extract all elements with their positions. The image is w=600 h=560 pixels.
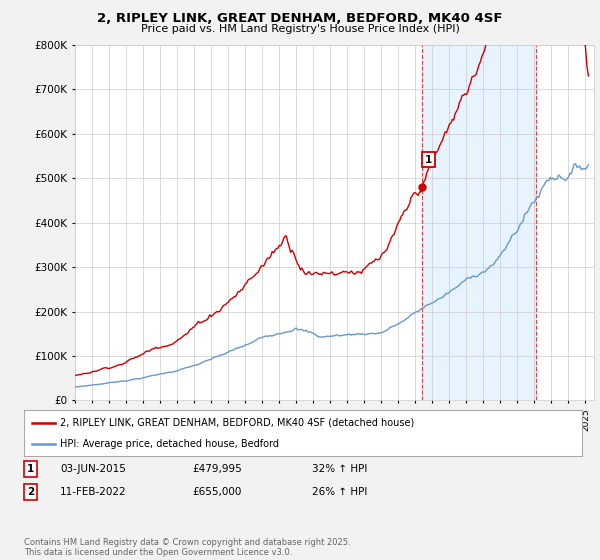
Text: 2, RIPLEY LINK, GREAT DENHAM, BEDFORD, MK40 4SF: 2, RIPLEY LINK, GREAT DENHAM, BEDFORD, M… [97,12,503,25]
Text: 1: 1 [27,464,34,474]
Text: 03-JUN-2015: 03-JUN-2015 [60,464,126,474]
Text: 32% ↑ HPI: 32% ↑ HPI [312,464,367,474]
Text: 11-FEB-2022: 11-FEB-2022 [60,487,127,497]
Text: Price paid vs. HM Land Registry's House Price Index (HPI): Price paid vs. HM Land Registry's House … [140,24,460,34]
Text: 2, RIPLEY LINK, GREAT DENHAM, BEDFORD, MK40 4SF (detached house): 2, RIPLEY LINK, GREAT DENHAM, BEDFORD, M… [60,418,415,428]
Text: 1: 1 [425,155,432,165]
Text: £655,000: £655,000 [192,487,241,497]
Bar [422,45,536,400]
Text: Contains HM Land Registry data © Crown copyright and database right 2025.
This d: Contains HM Land Registry data © Crown c… [24,538,350,557]
Text: HPI: Average price, detached house, Bedford: HPI: Average price, detached house, Bedf… [60,439,279,449]
Text: £479,995: £479,995 [192,464,242,474]
Text: 26% ↑ HPI: 26% ↑ HPI [312,487,367,497]
Text: 2: 2 [27,487,34,497]
